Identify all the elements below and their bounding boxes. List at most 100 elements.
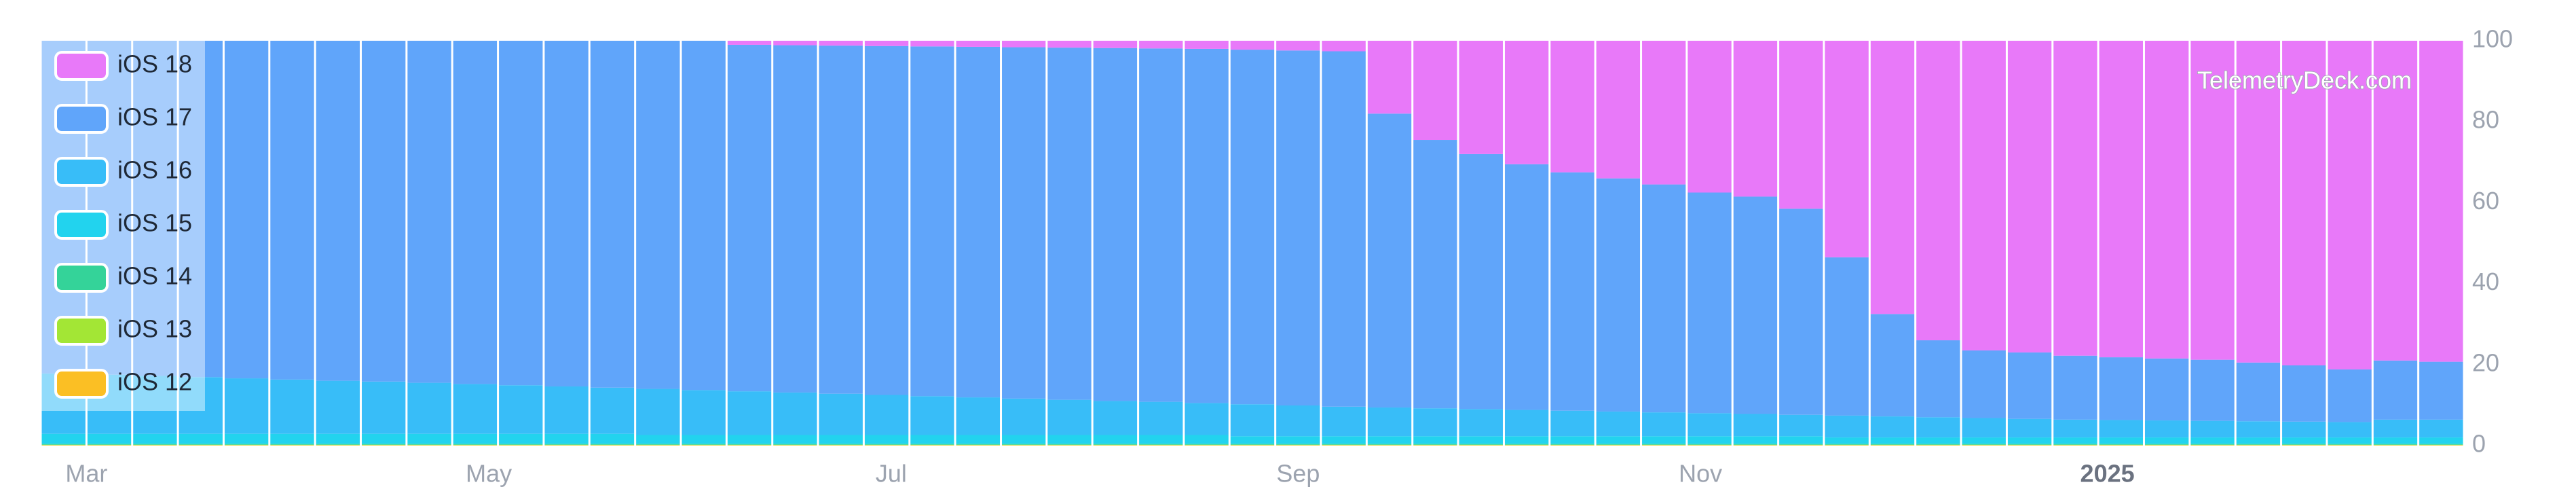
bar-segment [682, 444, 726, 446]
bar-segment [2144, 445, 2189, 446]
bar-segment [1779, 41, 1823, 209]
bar-segment [1322, 445, 1366, 446]
bar-segment [1596, 444, 1641, 446]
bar-segment [453, 384, 498, 434]
bar-segment [1093, 445, 1138, 446]
bar-segment [1047, 443, 1091, 445]
bar-segment [910, 443, 954, 445]
bar-segment [956, 435, 1001, 444]
bar-segment [1916, 443, 1960, 445]
bar-segment [864, 46, 909, 395]
bar-segment [362, 444, 406, 446]
bar-segment [1779, 444, 1823, 446]
bar-segment [87, 443, 132, 445]
bar-segment [2282, 437, 2326, 444]
bar-segment [1642, 443, 1686, 445]
legend-label: iOS 15 [117, 209, 192, 237]
bar-segment [956, 46, 1001, 398]
bar-segment [2282, 421, 2326, 438]
bar-segment [2007, 418, 2052, 438]
bar-segment [179, 377, 223, 434]
x-tick-label: Jul [876, 460, 907, 488]
bar-segment [773, 444, 817, 446]
x-tick-label: May [466, 460, 512, 488]
bar-segment [2099, 437, 2143, 444]
bar-segment [2236, 421, 2281, 438]
bar-segment [544, 41, 589, 386]
bar-segment [864, 443, 909, 445]
bar-segment [1184, 48, 1229, 403]
bar-segment [1139, 41, 1183, 49]
bar-segment [2419, 443, 2463, 445]
bar-segment [1413, 41, 1457, 141]
bar-segment [87, 444, 132, 446]
bar-segment [316, 380, 360, 434]
bar-segment [2053, 419, 2097, 438]
bar-segment [1550, 443, 1594, 445]
bar-segment [407, 443, 451, 445]
bar-segment [2419, 419, 2463, 438]
bar-segment [1504, 164, 1549, 410]
bar-segment [499, 444, 543, 446]
bar-segment [819, 443, 863, 445]
bar-segment [270, 445, 314, 446]
legend-swatch [54, 51, 109, 81]
bar-segment [1047, 48, 1091, 400]
bar-segment [316, 433, 360, 444]
bar-segment [362, 381, 406, 434]
bar-segment [499, 385, 543, 434]
bar-segment [407, 433, 451, 444]
bar-segment [1002, 443, 1046, 445]
bar-segment [1550, 444, 1594, 446]
bar-segment [1002, 398, 1046, 435]
bar-segment [2007, 41, 2052, 352]
bar-segment [270, 444, 314, 446]
legend-swatch [54, 157, 109, 187]
bar-segment [819, 435, 863, 444]
bar-segment [1413, 408, 1457, 437]
bar-segment [2190, 445, 2235, 446]
bar-segment [2282, 444, 2326, 446]
bar-segment [1093, 435, 1138, 444]
bar-segment [1962, 445, 2006, 446]
bar-segment [2282, 445, 2326, 446]
bar-segment [2190, 41, 2235, 360]
bar-segment [1733, 196, 1778, 414]
bar-segment [1962, 437, 2006, 444]
y-tick-label: 20 [2472, 348, 2499, 376]
bar-segment [407, 445, 451, 446]
bar-segment [2419, 361, 2463, 420]
bar-segment [1687, 413, 1732, 437]
bar-segment [1596, 443, 1641, 445]
bar-segment [1825, 445, 1869, 446]
bar-segment [2099, 444, 2143, 446]
bar-segment [2236, 444, 2281, 446]
bar-segment [2419, 437, 2463, 444]
bar-segment [773, 443, 817, 445]
y-tick-label: 100 [2472, 25, 2513, 53]
bar-segment [2144, 437, 2189, 444]
bar-segment [682, 41, 726, 391]
bar-segment [1870, 445, 1915, 446]
bar-segment [453, 433, 498, 444]
bar-segment [1184, 41, 1229, 49]
y-tick-label: 80 [2472, 106, 2499, 134]
bar-segment [1779, 445, 1823, 446]
bar-segment [316, 443, 360, 445]
bar-segment [1139, 48, 1183, 402]
bar-segment [1230, 404, 1275, 437]
bar-segment [1916, 340, 1960, 418]
bar-segment [179, 444, 223, 446]
bar-segment [1459, 436, 1503, 444]
bar-segment [727, 443, 772, 445]
bar-segment [2328, 444, 2372, 446]
bar-segment [1687, 444, 1732, 446]
bar-segment [41, 445, 86, 446]
bar-segment [864, 444, 909, 446]
bar-segment [544, 386, 589, 434]
bar-segment [910, 41, 954, 47]
bar-segment [910, 435, 954, 444]
legend-label: iOS 18 [117, 50, 192, 78]
bar-segment [1322, 51, 1366, 407]
bar-segment [87, 433, 132, 444]
